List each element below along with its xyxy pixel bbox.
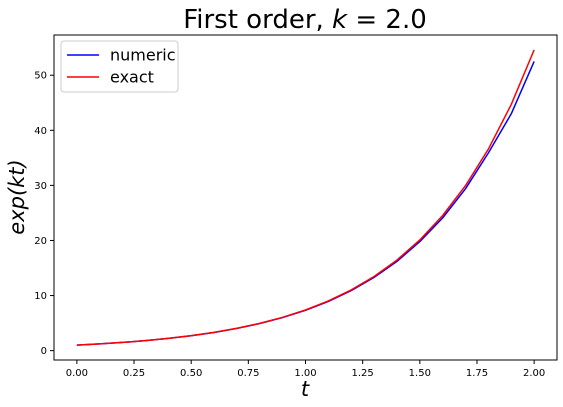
y-tick-label: 0 — [41, 346, 47, 357]
y-axis: 0 10 20 30 40 50 — [34, 71, 54, 357]
x-tick-label: 0.00 — [66, 368, 88, 379]
x-tick-label: 0.50 — [180, 368, 202, 379]
legend-label-numeric: numeric — [110, 46, 176, 65]
chart-title-prefix: First order, — [183, 5, 332, 35]
x-tick-label: 0.75 — [237, 368, 259, 379]
legend-label-exact: exact — [110, 68, 154, 87]
x-axis: 0.00 0.25 0.50 0.75 1.00 1.25 1.50 1.75 2.00 — [66, 360, 545, 379]
y-tick-label: 50 — [34, 71, 47, 82]
x-axis-label: t — [301, 377, 310, 401]
x-tick-label: 1.25 — [352, 368, 374, 379]
series-lines — [76, 49, 535, 346]
x-tick-label: 1.75 — [466, 368, 488, 379]
y-tick-label: 40 — [34, 126, 47, 137]
series-line-exact — [76, 49, 535, 346]
y-axis-label: exp(kt) — [5, 159, 29, 234]
chart-title: First order, k = 2.0 — [183, 5, 427, 35]
y-tick-label: 20 — [34, 236, 47, 247]
legend-box — [60, 40, 179, 93]
legend: numeric exact — [60, 40, 179, 93]
x-tick-label: 2.00 — [523, 368, 545, 379]
x-tick-label: 1.50 — [409, 368, 431, 379]
y-tick-label: 30 — [34, 181, 47, 192]
x-tick-label: 0.25 — [123, 368, 145, 379]
chart-title-variable: k — [332, 5, 348, 35]
chart-title-suffix: = 2.0 — [347, 5, 427, 35]
x-tick-label: 1.00 — [294, 368, 316, 379]
y-tick-label: 10 — [34, 291, 47, 302]
